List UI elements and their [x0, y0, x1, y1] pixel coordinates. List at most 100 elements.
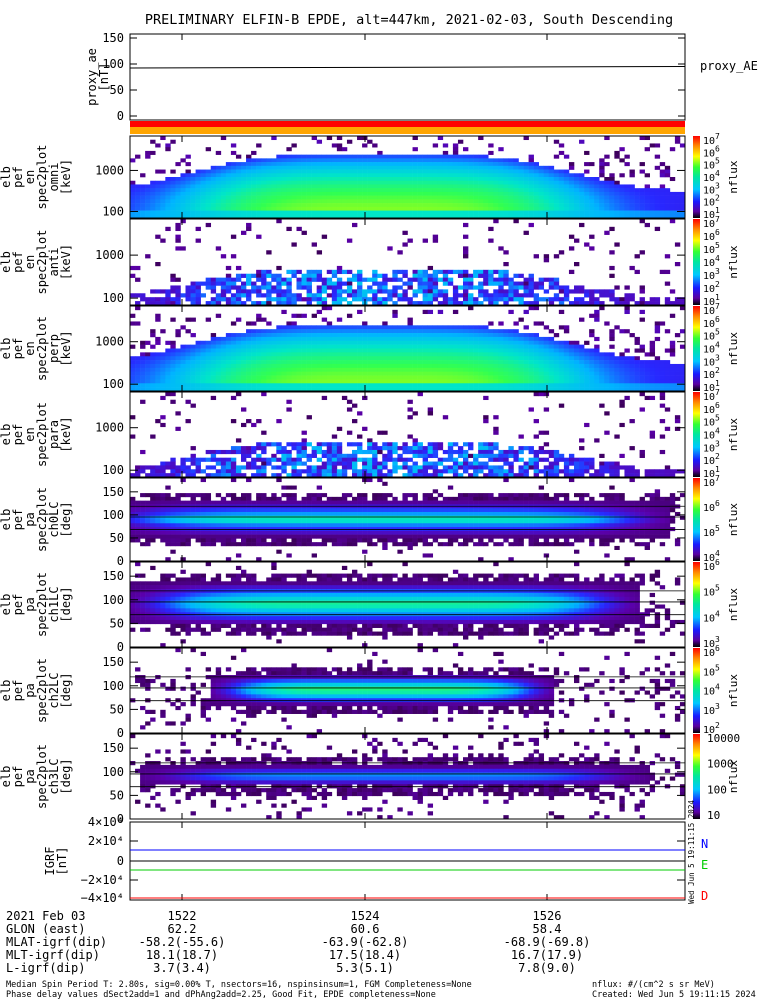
spectrogram-cell	[256, 199, 262, 204]
spectrogram-cell	[215, 500, 222, 505]
spectrogram-cell	[155, 188, 161, 193]
spectrogram-cell	[563, 173, 570, 178]
spectrogram-cell	[306, 285, 312, 290]
spectrogram-cell	[377, 449, 383, 455]
spectrogram-cell	[473, 473, 479, 478]
spectrogram-cell	[185, 519, 191, 524]
spectrogram-cell	[321, 173, 328, 178]
spectrogram-cell	[493, 158, 499, 163]
spectrogram-cell	[533, 473, 539, 478]
spectrogram-cell	[331, 348, 338, 353]
spectrogram-cell	[553, 254, 560, 259]
spectrogram-cell	[306, 165, 312, 170]
spectrogram-cell	[634, 387, 640, 392]
spectrogram-cell	[387, 180, 393, 185]
spectrogram-cell	[437, 169, 444, 174]
spectrogram-cell	[563, 375, 570, 380]
spectrogram-cell	[589, 457, 595, 462]
spectrogram-cell	[311, 336, 317, 342]
spectrogram-cell	[513, 371, 519, 376]
spectrogram-cell	[175, 367, 181, 372]
spectrogram-cell	[175, 348, 181, 353]
spectrogram-cell	[165, 147, 171, 152]
spectrogram-cell	[200, 469, 206, 474]
spectrogram-cell	[357, 387, 363, 392]
spectrogram-cell	[452, 301, 459, 306]
spectrogram-cell	[442, 173, 449, 178]
spectrogram-cell	[352, 387, 358, 392]
spectrogram-cell	[205, 348, 212, 353]
spectrogram-cell	[649, 430, 656, 435]
spectrogram-cell	[659, 449, 666, 455]
spectrogram-cell	[594, 177, 600, 182]
spectrogram-cell	[669, 387, 676, 392]
spectrogram-cell	[558, 325, 565, 330]
spectrogram-cell	[579, 173, 585, 178]
spectrogram-cell	[387, 289, 393, 294]
spectrogram-cell	[473, 363, 479, 369]
spectrogram-cell	[195, 534, 201, 539]
spectrogram-cell	[664, 469, 671, 474]
spectrogram-cell	[261, 363, 267, 369]
spectrogram-cell	[210, 387, 217, 392]
spectrogram-cell	[538, 375, 545, 380]
spectrogram-cell	[346, 191, 353, 196]
spectrogram-cell	[498, 269, 504, 275]
spectrogram-cell	[579, 344, 585, 349]
spectrogram-cell	[185, 352, 191, 357]
spectrogram-cell	[296, 199, 302, 204]
spectrogram-cell	[427, 379, 434, 384]
spectrogram-cell	[261, 469, 267, 474]
spectrogram-cell	[175, 542, 181, 547]
spectrogram-cell	[160, 538, 166, 543]
spectrogram-cell	[503, 449, 509, 455]
spectrogram-cell	[311, 313, 317, 318]
spectrogram-cell	[175, 329, 181, 334]
colorbar-tick-label: 101	[703, 293, 720, 308]
spectrogram-cell	[235, 188, 242, 193]
spectrogram-cell	[367, 203, 373, 208]
spectrogram-cell	[513, 188, 519, 193]
spectrogram-cell	[321, 289, 328, 294]
spectrogram-cell	[261, 293, 267, 298]
spectrogram-cell	[301, 214, 307, 219]
spectrogram-cell	[442, 203, 449, 208]
spectrogram-cell	[180, 367, 186, 372]
spectrogram-cell	[261, 457, 267, 462]
spectrogram-cell	[367, 465, 373, 470]
spectrogram-cell	[558, 195, 565, 200]
spectrogram-cell	[387, 158, 393, 163]
spectrogram-cell	[140, 203, 146, 208]
spectrogram-cell	[135, 321, 141, 326]
spectrogram-cell	[256, 277, 262, 282]
spectrogram-cell	[155, 262, 161, 267]
spectrogram-cell	[412, 188, 418, 193]
spectrogram-cell	[452, 210, 459, 215]
spectrogram-cell	[397, 360, 403, 365]
spectrogram-cell	[669, 195, 676, 200]
spectrogram-cell	[437, 333, 444, 338]
spectrogram-cell	[261, 169, 267, 174]
spectrogram-cell	[281, 360, 287, 365]
spectrogram-cell	[175, 184, 181, 189]
spectrogram-cell	[346, 379, 353, 384]
spectrogram-cell	[135, 387, 141, 392]
spectrogram-cell	[483, 387, 489, 392]
spectrogram-cell	[367, 210, 373, 215]
spectrogram-cell	[417, 195, 423, 200]
spectrogram-cell	[407, 379, 413, 384]
spectrogram-cell	[195, 203, 201, 208]
spectrogram-cell	[604, 195, 610, 200]
spectrogram-cell	[215, 214, 222, 219]
spectrogram-cell	[493, 465, 499, 470]
spectrogram-cell	[483, 449, 489, 455]
spectrogram-cell	[538, 210, 545, 215]
spectrogram-cell	[276, 344, 282, 349]
spectrogram-cell	[589, 313, 595, 318]
spectrogram-cell	[392, 383, 398, 388]
spectrogram-cell	[397, 465, 403, 470]
spectrogram-cell	[210, 289, 217, 294]
spectrogram-cell	[377, 360, 383, 365]
spectrogram-cell	[558, 360, 565, 365]
spectrogram-cell	[457, 293, 464, 298]
